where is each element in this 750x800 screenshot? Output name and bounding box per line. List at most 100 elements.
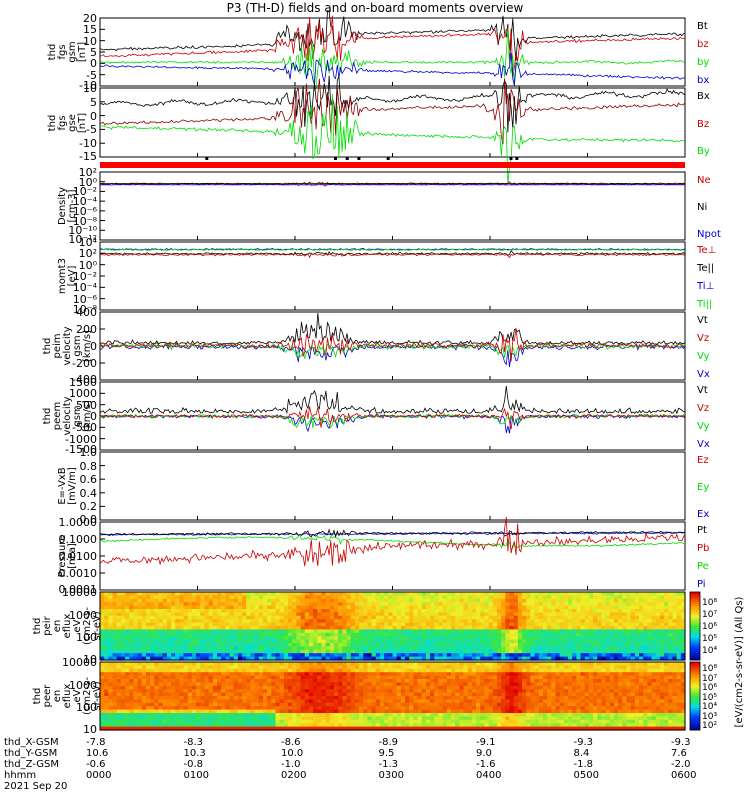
heat-cell <box>476 626 481 630</box>
heat-cell <box>613 639 619 644</box>
heat-cell <box>425 719 431 724</box>
heat-cell <box>321 726 327 731</box>
heat-cell <box>329 643 335 647</box>
heat-cell <box>430 643 435 647</box>
heat-cell <box>120 716 126 721</box>
heat-cell <box>208 629 214 634</box>
heat-cell <box>229 696 235 700</box>
heat-cell <box>505 605 511 610</box>
heat-cell <box>551 612 557 617</box>
heat-cell <box>379 609 385 613</box>
heat-cell <box>196 619 201 624</box>
heat-cell <box>501 713 506 717</box>
heat-cell <box>346 598 352 603</box>
heat-cell <box>555 649 561 654</box>
heat-cell <box>488 709 494 714</box>
heat-cell <box>150 643 155 647</box>
heat-cell <box>413 692 419 697</box>
heat-cell <box>242 682 247 687</box>
heat-cell <box>313 598 318 603</box>
heat-cell <box>217 605 222 610</box>
heat-cell <box>334 682 339 687</box>
heat-cell <box>275 602 281 607</box>
heat-cell <box>141 622 147 627</box>
heat-cell <box>559 656 565 661</box>
heat-cell <box>434 692 440 697</box>
heat-cell <box>542 643 548 647</box>
heat-cell <box>492 609 498 613</box>
heat-cell <box>563 646 569 651</box>
heat-cell <box>100 643 105 647</box>
heat-cell <box>626 619 632 624</box>
heat-cell <box>288 602 293 607</box>
heat-cell <box>288 685 293 690</box>
heat-cell <box>463 646 469 651</box>
heat-cell <box>647 643 653 647</box>
heat-cell <box>463 699 469 704</box>
heat-cell <box>225 632 231 637</box>
heat-cell <box>626 632 632 637</box>
heat-cell <box>409 629 414 634</box>
heat-cell <box>183 639 189 644</box>
heat-cell <box>388 665 394 670</box>
heat-cell <box>446 636 452 641</box>
heat-cell <box>542 632 548 637</box>
heat-cell <box>104 609 109 613</box>
flag-marker <box>205 157 209 160</box>
heat-cell <box>522 598 527 603</box>
heat-cell <box>208 643 214 647</box>
heat-cell <box>580 626 586 630</box>
heat-cell <box>643 643 648 647</box>
heat-cell <box>104 605 109 610</box>
heat-cell <box>166 656 172 661</box>
heat-cell <box>271 668 277 673</box>
heat-cell <box>451 726 456 731</box>
heat-cell <box>354 639 360 644</box>
heat-cell <box>325 675 331 680</box>
heat-cell <box>191 709 197 714</box>
heat-cell <box>125 632 130 637</box>
heat-cell <box>145 682 151 687</box>
heat-cell <box>313 653 318 658</box>
heat-cell <box>325 672 331 677</box>
heat-cell <box>409 702 414 707</box>
heat-cell <box>242 696 247 700</box>
heat-cell <box>321 609 327 613</box>
heat-cell <box>480 629 486 634</box>
heat-cell <box>459 679 465 683</box>
heat-cell <box>409 709 414 714</box>
heat-cell <box>171 702 176 707</box>
heat-cell <box>651 646 657 651</box>
heat-cell <box>350 699 356 704</box>
heat-cell <box>501 726 506 731</box>
heat-cell <box>379 706 385 711</box>
heat-cell <box>430 682 435 687</box>
heat-cell <box>225 713 231 717</box>
heat-cell <box>555 622 561 627</box>
heat-cell <box>196 602 201 607</box>
heat-cell <box>613 595 619 600</box>
heat-cell <box>538 605 544 610</box>
heat-cell <box>501 615 506 620</box>
heat-cell <box>563 619 569 624</box>
heat-cell <box>329 699 335 704</box>
heat-cell <box>342 709 348 714</box>
heat-cell <box>237 706 243 711</box>
heat-cell <box>321 723 327 728</box>
heat-cell <box>342 679 348 683</box>
heat-cell <box>597 592 603 596</box>
heat-cell <box>145 626 151 630</box>
heat-cell <box>492 626 498 630</box>
heat-cell <box>622 615 628 620</box>
heat-cell <box>112 723 118 728</box>
heat-cell <box>150 696 155 700</box>
heat-cell <box>434 665 440 670</box>
heat-cell <box>622 643 628 647</box>
heat-cell <box>179 592 185 596</box>
heat-cell <box>588 632 594 637</box>
heat-cell <box>217 649 222 654</box>
heat-cell <box>350 723 356 728</box>
heat-cell <box>618 643 623 647</box>
heat-cell <box>392 668 398 673</box>
